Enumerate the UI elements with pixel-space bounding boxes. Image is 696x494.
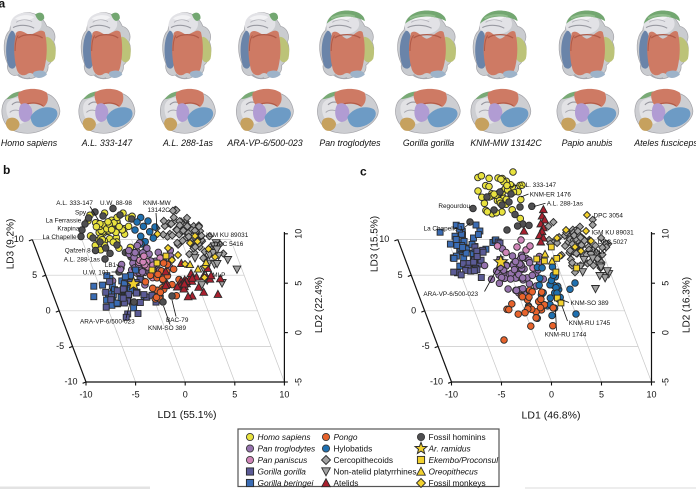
svg-text:La Chapelle: La Chapelle [43,234,78,241]
svg-text:10: 10 [293,229,303,239]
svg-text:LD3 (15.5%): LD3 (15.5%) [370,216,381,272]
svg-text:A.L. 288-1as: A.L. 288-1as [547,201,583,208]
svg-text:DPC 5027: DPC 5027 [598,239,628,246]
svg-text:KNM-SO 389: KNM-SO 389 [571,300,609,307]
svg-text:0: 0 [661,330,671,335]
svg-text:Gorilla gorilla: Gorilla gorilla [403,138,454,148]
svg-text:Qafzeh 8: Qafzeh 8 [65,248,91,255]
svg-text:-5: -5 [56,341,64,351]
svg-text:0: 0 [46,305,51,315]
svg-text:LD2 (16.3%): LD2 (16.3%) [681,277,692,333]
svg-text:Fossil monkeys: Fossil monkeys [429,478,486,488]
svg-text:Gorilla beringei: Gorilla beringei [258,478,315,488]
svg-text:-10: -10 [430,377,443,387]
svg-text:Papio anubis: Papio anubis [562,138,613,148]
svg-text:A.L. 333-147: A.L. 333-147 [56,200,93,207]
svg-text:-10: -10 [64,377,77,387]
svg-text:Gorilla gorilla: Gorilla gorilla [258,467,307,477]
svg-text:Pan paniscus: Pan paniscus [258,455,308,465]
svg-text:IGM KU 89031: IGM KU 89031 [206,232,249,239]
svg-text:U.W. 101: U.W. 101 [83,270,110,277]
svg-text:Homo sapiens: Homo sapiens [258,432,311,442]
svg-text:5: 5 [32,270,37,280]
svg-text:A.L. 333-147: A.L. 333-147 [520,182,557,189]
svg-text:Cercopithecoids: Cercopithecoids [334,455,394,465]
svg-text:-5: -5 [422,341,430,351]
svg-text:KNM-MW: KNM-MW [143,200,172,207]
svg-text:10: 10 [379,234,389,244]
svg-text:LD2 (22.4%): LD2 (22.4%) [314,277,325,333]
svg-text:-5: -5 [661,378,671,386]
svg-text:KNM-RU 1744: KNM-RU 1744 [545,332,587,339]
svg-text:LD1 (55.1%): LD1 (55.1%) [158,409,217,421]
svg-text:c: c [360,165,367,179]
svg-text:0: 0 [549,390,554,400]
svg-text:Oreopithecus: Oreopithecus [429,467,478,477]
svg-text:0: 0 [293,330,303,335]
svg-text:5: 5 [293,281,303,286]
svg-text:10: 10 [661,229,671,239]
svg-text:La Chapelle 1: La Chapelle 1 [424,225,464,232]
svg-text:5: 5 [599,390,604,400]
svg-text:13142C: 13142C [148,207,171,214]
svg-text:DPC 5416: DPC 5416 [214,241,244,248]
svg-text:Hylobatids: Hylobatids [334,444,373,454]
svg-text:Atelids: Atelids [334,478,359,488]
svg-text:-10: -10 [445,390,458,400]
svg-text:-5: -5 [132,390,140,400]
svg-text:Homo sapiens: Homo sapiens [1,138,58,148]
svg-text:5: 5 [661,281,671,286]
svg-text:KNM-ER 1476: KNM-ER 1476 [530,191,572,198]
svg-text:Krapina: Krapina [57,226,79,233]
svg-text:Pan troglodytes: Pan troglodytes [258,444,316,454]
svg-text:LB1: LB1 [105,262,117,269]
svg-text:Fossil hominins: Fossil hominins [429,432,486,442]
svg-text:A.L. 288-1as: A.L. 288-1as [64,256,100,263]
svg-text:MLP: MLP [212,272,225,279]
svg-text:Non-atelid platyrrhines: Non-atelid platyrrhines [334,467,417,477]
svg-text:LD1 (46.8%): LD1 (46.8%) [522,410,581,422]
svg-text:IGM KU 89031: IGM KU 89031 [591,230,634,237]
svg-text:5: 5 [232,390,237,400]
svg-text:DPC 3054: DPC 3054 [594,213,624,220]
svg-text:Ateles fusciceps: Ateles fusciceps [633,138,696,148]
svg-text:-5: -5 [293,378,303,386]
svg-text:0: 0 [411,305,416,315]
svg-text:-5: -5 [497,390,505,400]
svg-text:Ar. ramidus: Ar. ramidus [428,444,471,454]
svg-text:10: 10 [279,390,289,400]
svg-text:ARA-VP-6/500-023: ARA-VP-6/500-023 [226,138,302,148]
svg-text:KNM-RU 1745: KNM-RU 1745 [569,320,611,327]
svg-text:10: 10 [646,390,656,400]
svg-text:BAC-79: BAC-79 [166,317,189,324]
svg-text:U.W. 88-98: U.W. 88-98 [100,200,132,207]
svg-text:Ekembo/Proconsul: Ekembo/Proconsul [429,455,500,465]
svg-text:b: b [3,163,10,177]
svg-text:Pan troglodytes: Pan troglodytes [319,138,381,148]
svg-text:-10: -10 [79,390,92,400]
svg-text:ARA-VP-6/500-023: ARA-VP-6/500-023 [80,319,135,326]
svg-text:A.L. 333-147: A.L. 333-147 [81,138,133,148]
svg-text:LD3 (9.2%): LD3 (9.2%) [6,219,17,270]
svg-text:0: 0 [183,390,188,400]
svg-text:5: 5 [398,270,403,280]
svg-text:MLP: MLP [594,249,607,256]
svg-text:KNM-MW 13142C: KNM-MW 13142C [470,138,542,148]
svg-text:a: a [0,0,6,11]
svg-text:Pongo: Pongo [334,432,358,442]
svg-text:ARA-VP-6/500-023: ARA-VP-6/500-023 [423,291,478,298]
svg-text:La Ferrassie: La Ferrassie [46,218,82,225]
svg-text:KNM-SO 389: KNM-SO 389 [148,325,186,332]
svg-text:Regourdou: Regourdou [438,203,470,210]
svg-text:Spy: Spy [75,210,87,217]
svg-text:10: 10 [14,234,24,244]
svg-text:A.L. 288-1as: A.L. 288-1as [162,138,213,148]
